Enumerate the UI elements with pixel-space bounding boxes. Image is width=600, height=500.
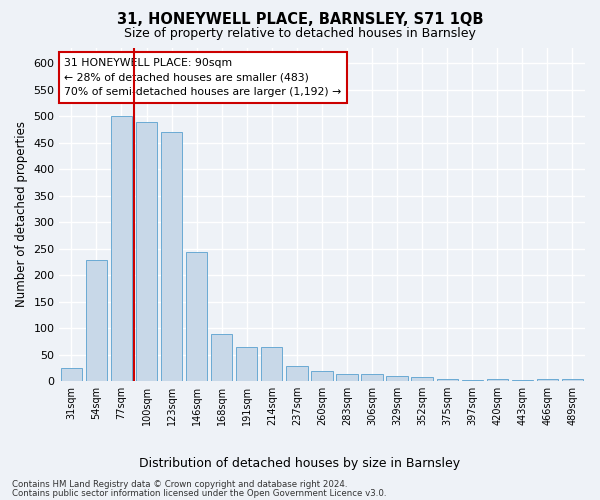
- Text: Distribution of detached houses by size in Barnsley: Distribution of detached houses by size …: [139, 458, 461, 470]
- Bar: [487, 379, 508, 382]
- Bar: [261, 347, 283, 382]
- Bar: [537, 379, 558, 382]
- Text: 31, HONEYWELL PLACE, BARNSLEY, S71 1QB: 31, HONEYWELL PLACE, BARNSLEY, S71 1QB: [117, 12, 483, 28]
- Bar: [337, 374, 358, 382]
- Bar: [562, 379, 583, 382]
- Bar: [361, 374, 383, 382]
- Text: Contains HM Land Registry data © Crown copyright and database right 2024.: Contains HM Land Registry data © Crown c…: [12, 480, 347, 489]
- Bar: [211, 334, 232, 382]
- Bar: [236, 347, 257, 382]
- Bar: [512, 380, 533, 382]
- Bar: [311, 371, 332, 382]
- Bar: [412, 377, 433, 382]
- Bar: [386, 376, 408, 382]
- Y-axis label: Number of detached properties: Number of detached properties: [15, 122, 28, 308]
- Bar: [286, 366, 308, 382]
- Bar: [111, 116, 132, 382]
- Text: Contains public sector information licensed under the Open Government Licence v3: Contains public sector information licen…: [12, 489, 386, 498]
- Bar: [61, 368, 82, 382]
- Bar: [461, 380, 483, 382]
- Bar: [437, 379, 458, 382]
- Text: Size of property relative to detached houses in Barnsley: Size of property relative to detached ho…: [124, 28, 476, 40]
- Bar: [186, 252, 207, 382]
- Bar: [86, 260, 107, 382]
- Bar: [136, 122, 157, 382]
- Bar: [161, 132, 182, 382]
- Text: 31 HONEYWELL PLACE: 90sqm
← 28% of detached houses are smaller (483)
70% of semi: 31 HONEYWELL PLACE: 90sqm ← 28% of detac…: [64, 58, 341, 97]
